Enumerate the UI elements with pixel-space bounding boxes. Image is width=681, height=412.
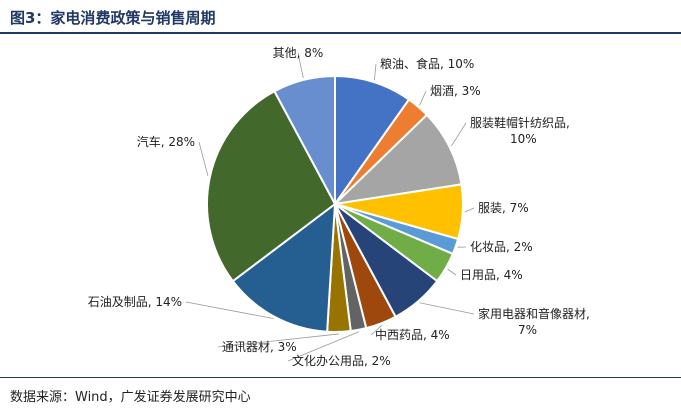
leader-line (447, 268, 457, 276)
slice-label: 服装, 7% (478, 201, 529, 215)
slice-label: 通讯器材, 3% (222, 340, 297, 354)
slice-label: 中西药品, 4% (375, 327, 450, 342)
pie-slice (332, 113, 463, 206)
slice-label: 烟酒, 3% (430, 84, 481, 98)
slice-label: 粮油、食品, 10% (380, 56, 474, 71)
leader-line (419, 90, 427, 106)
figure-title: 图3：家电消费政策与销售周期 (10, 9, 216, 27)
slice-label: 服装鞋帽针纺织品, 10% (470, 115, 570, 146)
pie-slice (206, 89, 337, 283)
source-note: 数据来源：Wind，广发证券发展研究中心 (10, 390, 251, 405)
leader-line (374, 63, 377, 81)
pie-chart: 粮油、食品, 10% 烟酒, 3% 服装鞋帽针纺织品, 10% 服装, 7% 化妆品, 2… (88, 46, 590, 368)
leader-line (419, 302, 475, 315)
slice-label: 化妆品, 2% (470, 240, 533, 254)
leader-line (451, 122, 467, 147)
slice-label: 文化办公用品, 2% (292, 353, 391, 368)
slice-label: 其他, 8% (273, 46, 324, 60)
slice-label: 汽车, 28% (137, 134, 195, 149)
leader-line (198, 141, 209, 177)
source-bar: 数据来源：Wind，广发证券发展研究中心 (0, 377, 681, 412)
leader-line (297, 52, 304, 79)
slice-label: 家用电器和音像器材, 7% (478, 306, 590, 337)
chart-area: 粮油、食品, 10% 烟酒, 3% 服装鞋帽针纺织品, 10% 服装, 7% 化妆品, 2… (0, 34, 681, 377)
leader-line (464, 207, 475, 213)
leader-line (185, 301, 274, 319)
slice-label: 日用品, 4% (460, 268, 523, 282)
pie-slice (273, 74, 336, 205)
title-bar: 图3：家电消费政策与销售周期 (0, 0, 681, 34)
leader-line (287, 331, 360, 362)
pie-slice (231, 201, 337, 333)
pie-slice (334, 74, 411, 208)
leader-line (370, 324, 383, 336)
leader-line (217, 333, 340, 348)
slice-label: 石油及制品, 14% (88, 295, 182, 309)
